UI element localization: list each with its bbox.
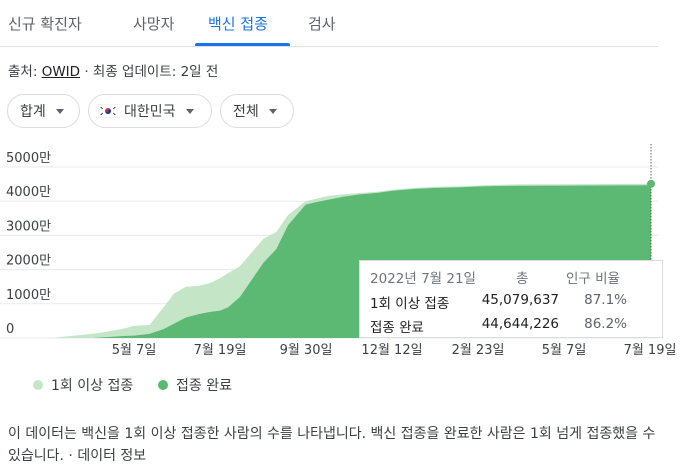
x-axis: 5월 7일 7월 19일 9월 30일 12월 12일 2월 23일 5월 7일 7월 19…	[112, 343, 677, 358]
country-label: 대한민국	[124, 104, 176, 120]
x-tick-label: 5월 7일	[112, 343, 157, 358]
chart-tooltip: 2022년 7월 21일 총 인구 비율 1회 이상 접종 45,079,637…	[359, 260, 663, 338]
source-prefix: 출처:	[8, 64, 42, 80]
x-tick-label: 12월 12일	[361, 343, 422, 358]
y-tick-label: 0	[6, 322, 14, 337]
x-tick-label: 7월 19일	[194, 343, 247, 358]
legend-item-first-dose: 1회 이상 접종	[33, 375, 133, 395]
tooltip-row-total: 44,644,226	[481, 316, 559, 332]
south-korea-flag-icon	[98, 104, 118, 118]
y-tick-label: 2000만	[6, 254, 51, 269]
hover-point	[647, 179, 655, 188]
data-description: 이 데이터는 백신을 1회 이상 접종한 사람의 수를 나타냅니다. 백신 접종…	[8, 426, 656, 464]
x-tick-label: 5월 7일	[542, 343, 587, 358]
chevron-down-icon	[268, 108, 277, 114]
metric-tabs: 신규 확진자 사망자 백신 접종 검사	[0, 0, 658, 47]
x-tick-label: 7월 19일	[624, 343, 677, 358]
update-info: · 최종 업데이트: 2일 전	[80, 64, 219, 80]
group-label: 전체	[233, 104, 259, 120]
tab-new-cases[interactable]: 신규 확진자	[8, 15, 82, 33]
tooltip-row-label: 접종 완료	[370, 320, 424, 336]
chevron-down-icon	[55, 108, 64, 114]
tooltip-row-pct: 86.2%	[584, 316, 627, 332]
chevron-down-icon	[185, 108, 194, 114]
aggregate-label: 합계	[20, 104, 46, 120]
source-line: 출처: OWID · 최종 업데이트: 2일 전	[8, 60, 218, 80]
tooltip-date: 2022년 7월 21일	[370, 271, 476, 287]
country-dropdown[interactable]: 대한민국	[88, 94, 212, 128]
legend-swatch	[158, 380, 168, 390]
x-tick-label: 2월 23일	[452, 343, 505, 358]
legend-label: 1회 이상 접종	[51, 378, 134, 394]
tooltip-col-total: 총	[516, 271, 529, 287]
legend-item-fully-vaccinated: 접종 완료	[158, 375, 232, 395]
tooltip-row-total: 45,079,637	[481, 292, 559, 308]
tooltip-row-pct: 87.1%	[584, 292, 627, 308]
y-axis: 5000만 4000만 3000만 2000만 1000만 0	[6, 151, 51, 337]
legend-label: 접종 완료	[176, 378, 232, 394]
tab-deaths[interactable]: 사망자	[133, 15, 175, 33]
y-tick-label: 1000만	[6, 288, 51, 303]
tooltip-col-pct: 인구 비율	[566, 271, 620, 287]
tab-vaccinations[interactable]: 백신 접종	[208, 15, 268, 33]
tab-tests[interactable]: 검사	[308, 15, 336, 33]
population-group-dropdown[interactable]: 전체	[220, 94, 294, 128]
legend-swatch	[33, 380, 43, 390]
aggregate-dropdown[interactable]: 합계	[7, 94, 80, 128]
y-tick-label: 3000만	[6, 219, 51, 234]
source-link[interactable]: OWID	[41, 64, 81, 80]
y-tick-label: 5000만	[6, 151, 51, 166]
x-tick-label: 9월 30일	[280, 343, 333, 358]
active-tab-indicator	[195, 43, 290, 46]
tooltip-row-label: 1회 이상 접종	[370, 296, 450, 312]
y-tick-label: 4000만	[6, 185, 51, 200]
